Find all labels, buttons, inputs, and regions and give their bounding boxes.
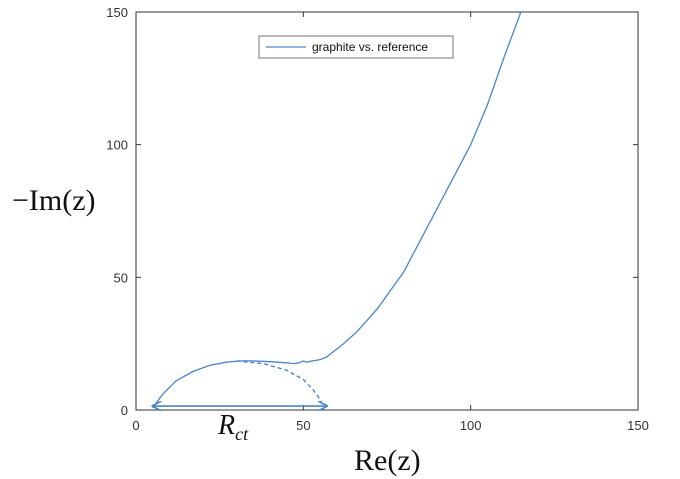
legend-entry-graphite-vs-reference: graphite vs. reference <box>312 40 428 54</box>
x-tick-label: 0 <box>132 418 139 433</box>
x-axis-ticks: 0 50 100 150 <box>132 12 649 433</box>
y-tick-label: 50 <box>114 270 128 285</box>
dashed-semicircle-arc <box>236 360 325 408</box>
x-axis-title: Re(z) <box>354 444 421 477</box>
legend: graphite vs. reference <box>258 35 454 59</box>
x-tick-label: 100 <box>460 418 482 433</box>
rct-annotation-label: Rct <box>217 410 249 444</box>
x-tick-label: 150 <box>627 418 649 433</box>
y-tick-label: 100 <box>106 138 128 153</box>
y-tick-label: 0 <box>121 403 128 418</box>
y-axis-title: −Im(z) <box>12 184 96 217</box>
legend-box <box>258 35 454 59</box>
y-tick-label: 150 <box>106 5 128 20</box>
plot-area <box>135 11 639 411</box>
y-axis-ticks: 0 50 100 150 <box>106 5 638 418</box>
series-line-graphite-vs-reference <box>152 11 522 409</box>
x-tick-label: 50 <box>296 418 310 433</box>
